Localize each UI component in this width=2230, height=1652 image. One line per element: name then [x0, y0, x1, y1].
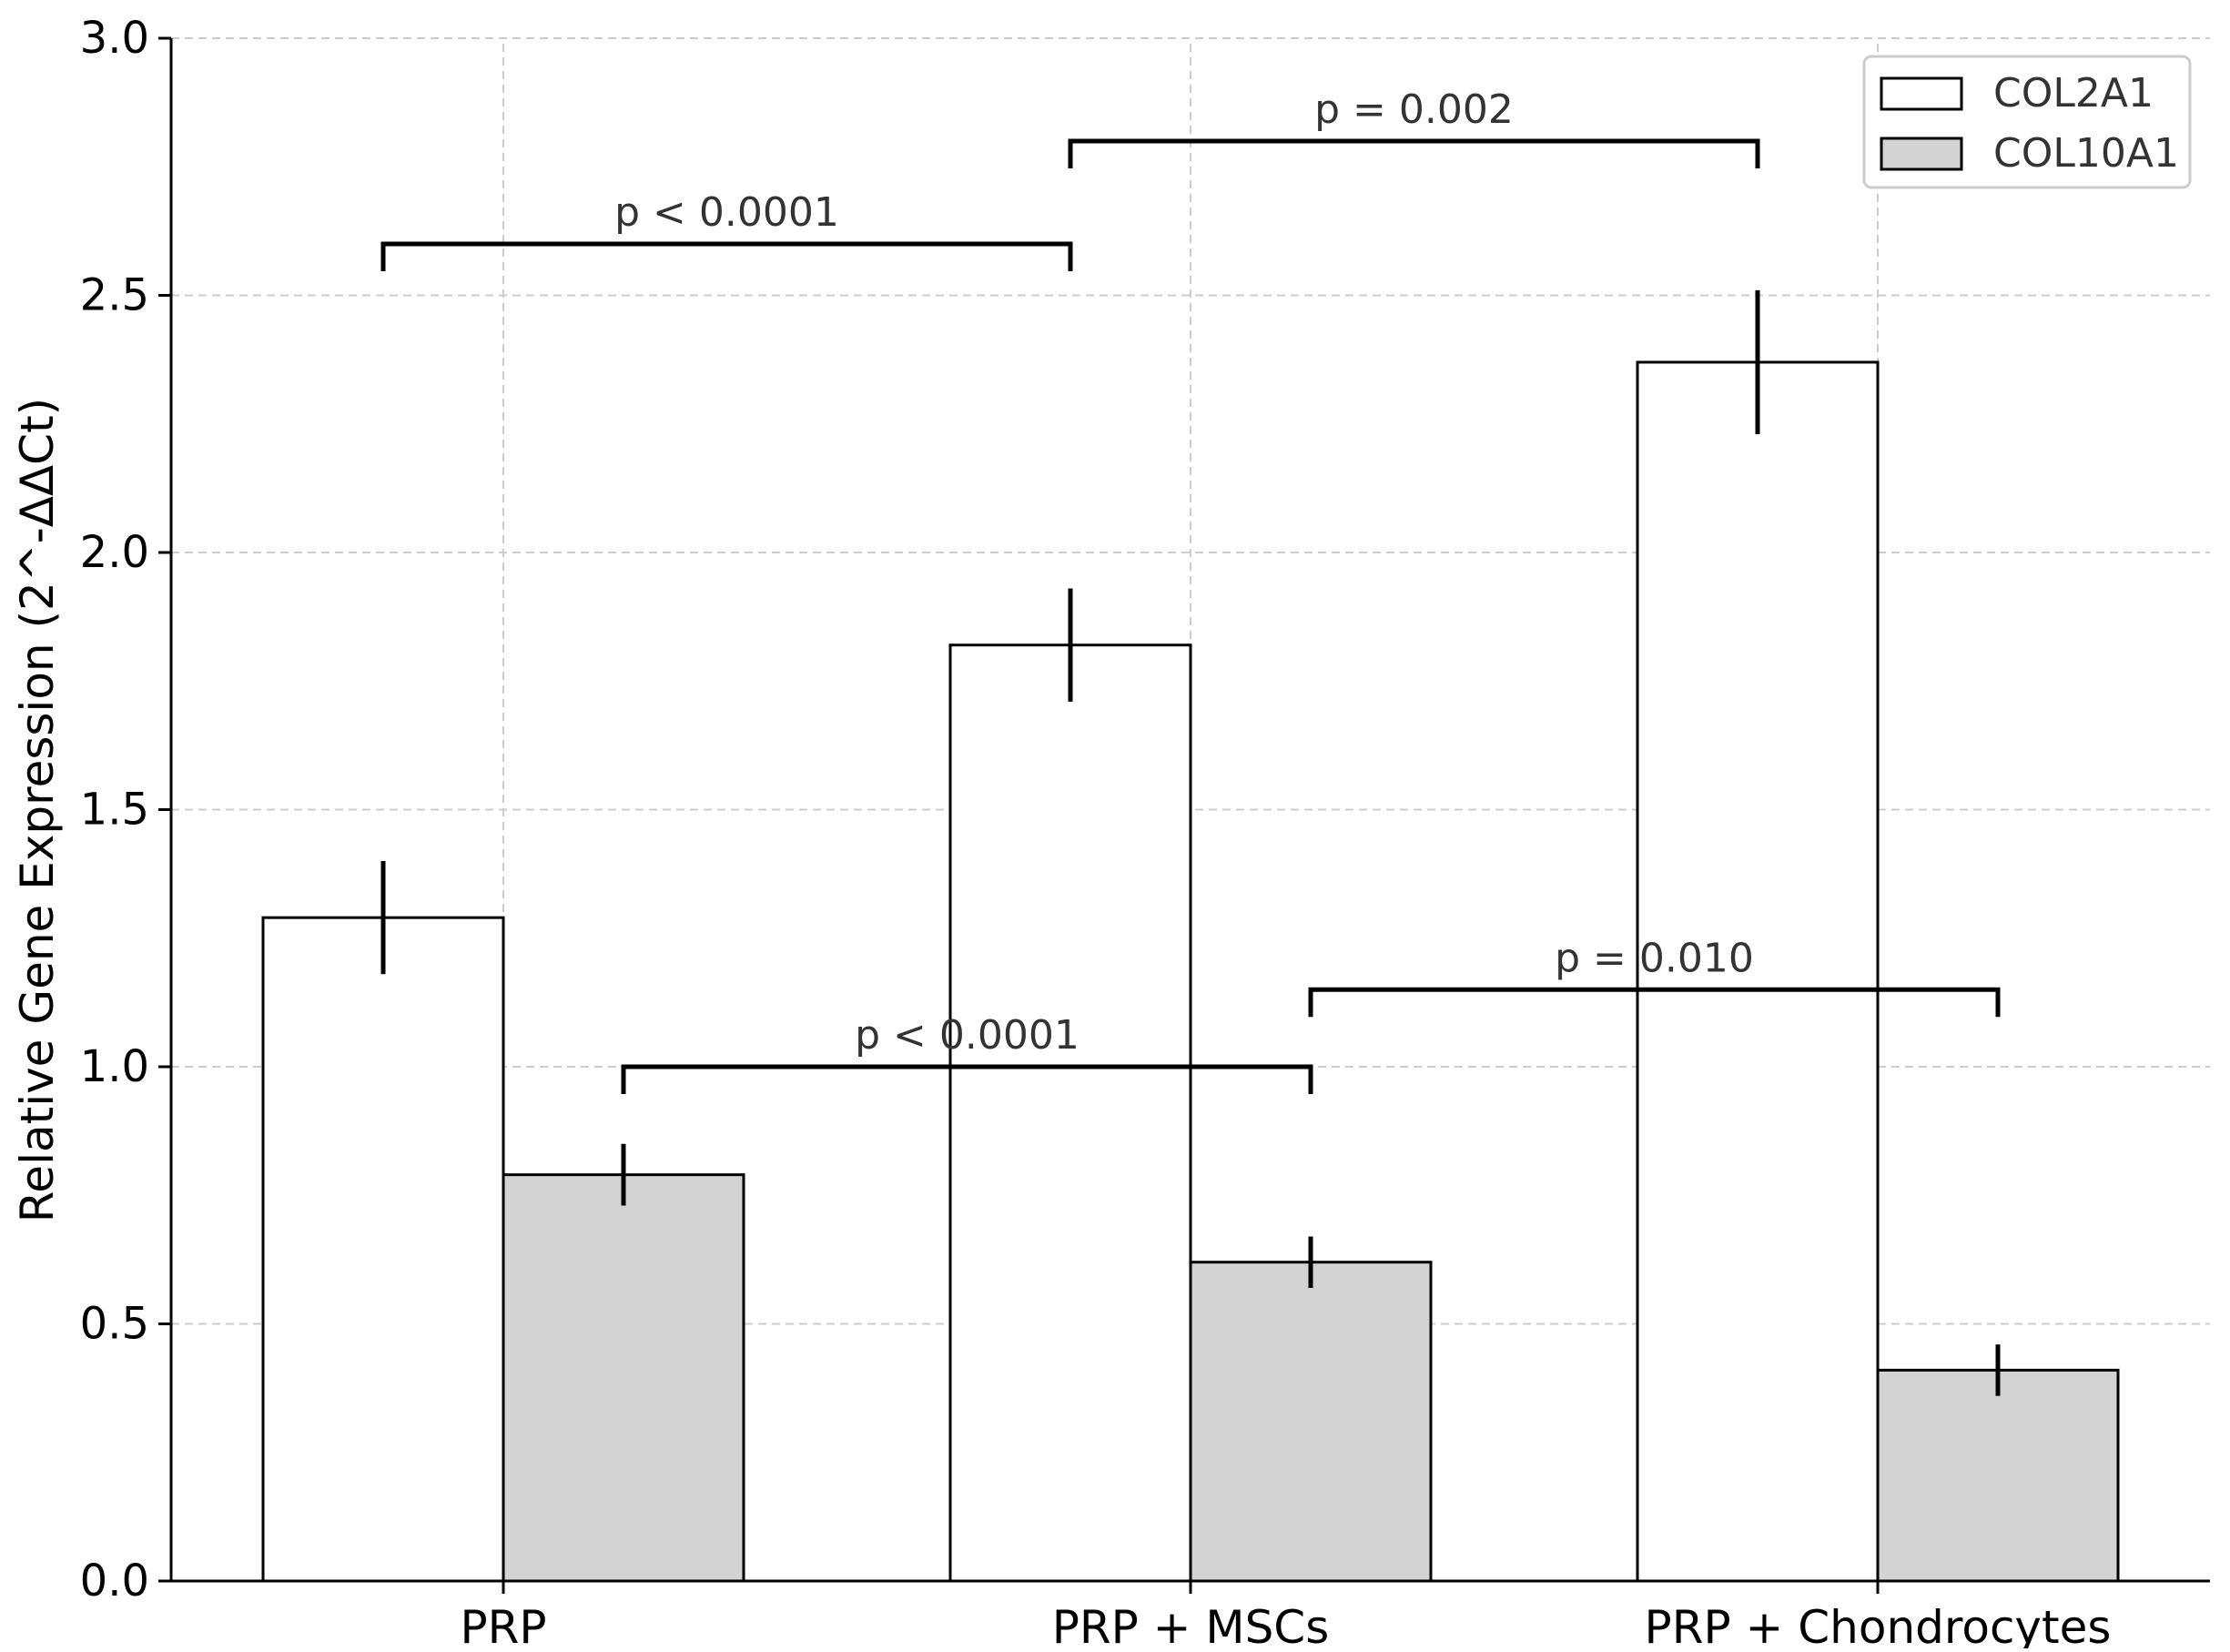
x-tick-label: PRP + Chondrocytes — [1645, 1601, 2112, 1648]
bar-col10a1-1 — [1189, 1261, 1433, 1583]
axes-layer: 0.0 0.5 1.0 1.5 2.0 2.5 3.0 PRP PRP + MSCs PRP + … — [80, 13, 2210, 1652]
significance-bracket — [621, 1064, 1313, 1094]
y-tick-label: 3.0 — [80, 13, 149, 64]
legend: COL2A1 COL10A1 — [1862, 55, 2192, 189]
x-tick-label: PRP + MSCs — [1052, 1601, 1330, 1648]
legend-swatch-col2a1 — [1880, 76, 1963, 111]
bar-col2a1-0 — [261, 916, 505, 1583]
y-tick-label: 2.5 — [80, 270, 149, 321]
significance-label: p < 0.0001 — [855, 1012, 1080, 1059]
significance-label: p = 0.010 — [1555, 935, 1754, 981]
significance-label: p = 0.002 — [1314, 86, 1514, 133]
y-tick-label: 1.5 — [80, 785, 149, 836]
significance-bracket — [380, 241, 1073, 271]
bar-col10a1-2 — [1876, 1368, 2120, 1583]
y-tick-label: 2.0 — [80, 527, 149, 578]
y-axis-label: Relative Gene Expression (2^-ΔΔCt) — [11, 398, 64, 1222]
y-tick-label: 0.0 — [80, 1556, 149, 1606]
legend-label-col2a1: COL2A1 — [1993, 70, 2154, 117]
bars-layer — [261, 360, 2120, 1583]
significance-bracket — [1308, 987, 2001, 1018]
significance-label: p < 0.0001 — [614, 189, 839, 236]
y-tick-label: 1.0 — [80, 1041, 149, 1092]
bar-col2a1-2 — [1636, 360, 1880, 1583]
x-tick-label: PRP — [460, 1601, 546, 1648]
legend-swatch-col10a1 — [1880, 137, 1963, 171]
bar-col10a1-0 — [502, 1173, 745, 1583]
significance-layer: p < 0.0001 p = 0.002 p < 0.0001 p = 0.010 — [380, 86, 2001, 1094]
significance-bracket — [1068, 138, 1760, 168]
y-tick-label: 0.5 — [80, 1299, 149, 1350]
legend-label-col10a1: COL10A1 — [1993, 130, 2179, 177]
error-bars-layer — [380, 289, 2001, 1396]
bar-col2a1-1 — [948, 644, 1192, 1583]
